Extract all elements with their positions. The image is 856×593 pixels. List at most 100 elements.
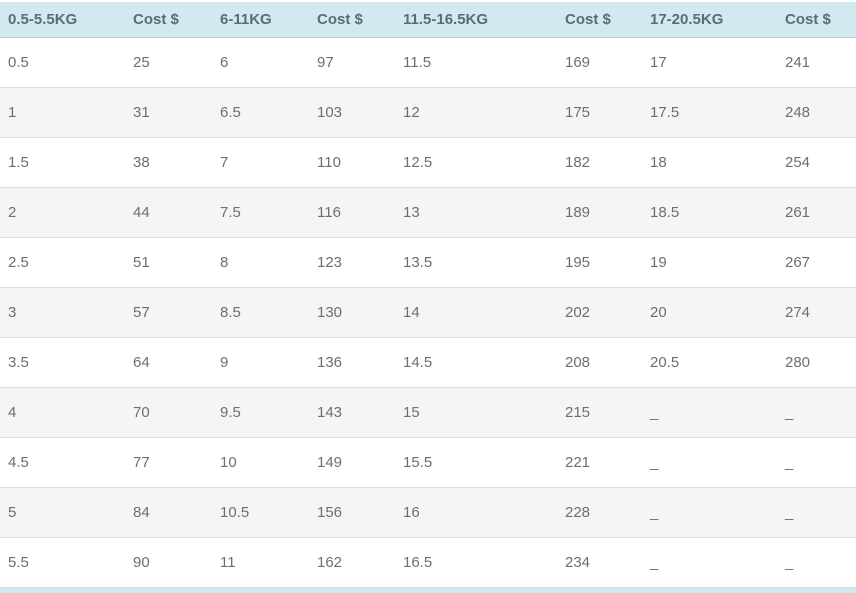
table-cell: 195 xyxy=(557,237,642,288)
table-cell: 110 xyxy=(309,137,395,188)
table-body: 0.5 25 6 97 11.5 169 17 241 1 31 6.5 103 12 175 17.5 24… xyxy=(0,37,856,588)
table-cell: 64 xyxy=(125,337,212,388)
table-cell: _ xyxy=(777,387,856,438)
table-row: 1 31 6.5 103 12 175 17.5 248 xyxy=(0,87,856,138)
table-cell: 234 xyxy=(557,537,642,588)
table-cell: 280 xyxy=(777,337,856,388)
table-cell: 202 xyxy=(557,287,642,338)
table-cell: 4.5 xyxy=(0,437,125,488)
table-cell: 70 xyxy=(125,387,212,438)
table-cell: 208 xyxy=(557,337,642,388)
table-cell: 25 xyxy=(125,37,212,88)
table-cell: 44 xyxy=(125,187,212,238)
table-cell: 31 xyxy=(125,87,212,138)
table-cell: 2 xyxy=(0,187,125,238)
table-cell: 9 xyxy=(212,337,309,388)
column-header: Cost $ xyxy=(557,0,642,38)
table-cell: 13.5 xyxy=(395,237,557,288)
table-cell: 15 xyxy=(395,387,557,438)
table-cell: _ xyxy=(642,387,777,438)
table-cell: 51 xyxy=(125,237,212,288)
header-row: 0.5-5.5KG Cost $6-11KG Cost $11.5-16.5KG Co… xyxy=(0,0,856,38)
table-row: 4.5 77 10 149 15.5 221 _ _ xyxy=(0,437,856,488)
table-cell: 77 xyxy=(125,437,212,488)
table-row: 4 70 9.5 143 15 215 _ _ xyxy=(0,387,856,438)
table-cell: 10.5 xyxy=(212,487,309,538)
table-header: 0.5-5.5KG Cost $6-11KG Cost $11.5-16.5KG Co… xyxy=(0,0,856,38)
table-cell: 228 xyxy=(557,487,642,538)
table-cell: 261 xyxy=(777,187,856,238)
table-cell: 254 xyxy=(777,137,856,188)
table-cell: 12.5 xyxy=(395,137,557,188)
table-cell: 57 xyxy=(125,287,212,338)
column-header: Cost $ xyxy=(309,0,395,38)
table-cell: 4 xyxy=(0,387,125,438)
table-cell: 103 xyxy=(309,87,395,138)
table-cell: 8.5 xyxy=(212,287,309,338)
table-cell: 8 xyxy=(212,237,309,288)
table-cell: 156 xyxy=(309,487,395,538)
column-header: 17-20.5KG xyxy=(642,0,777,38)
table-cell: 20 xyxy=(642,287,777,338)
table-cell: 38 xyxy=(125,137,212,188)
table-cell: 17 xyxy=(642,37,777,88)
table-cell: 19 xyxy=(642,237,777,288)
table-cell: 248 xyxy=(777,87,856,138)
table-cell: 175 xyxy=(557,87,642,138)
table-cell: 13 xyxy=(395,187,557,238)
table-row: 5.5 90 11 162 16.5 234 _ _ xyxy=(0,537,856,588)
table-cell: 2.5 xyxy=(0,237,125,288)
table-cell: 97 xyxy=(309,37,395,88)
table-cell: 90 xyxy=(125,537,212,588)
table-cell: _ xyxy=(777,487,856,538)
table-cell: 5.5 xyxy=(0,537,125,588)
column-header: 6-11KG xyxy=(212,0,309,38)
table-cell: 16.5 xyxy=(395,537,557,588)
table-cell: 162 xyxy=(309,537,395,588)
table-cell: 20.5 xyxy=(642,337,777,388)
table-row: 1.5 38 7 110 12.5 182 18 254 xyxy=(0,137,856,188)
table-row: 2.5 51 8 123 13.5 195 19 267 xyxy=(0,237,856,288)
table-cell: 14.5 xyxy=(395,337,557,388)
table-cell: 17.5 xyxy=(642,87,777,138)
table-cell: 215 xyxy=(557,387,642,438)
table-cell: 130 xyxy=(309,287,395,338)
table-cell: 169 xyxy=(557,37,642,88)
table-cell: 189 xyxy=(557,187,642,238)
table-cell: 18 xyxy=(642,137,777,188)
table-cell: 0.5 xyxy=(0,37,125,88)
table-cell: 9.5 xyxy=(212,387,309,438)
table-cell: 149 xyxy=(309,437,395,488)
table-cell: 116 xyxy=(309,187,395,238)
table-cell: 274 xyxy=(777,287,856,338)
table-cell: _ xyxy=(642,437,777,488)
table-cell: 1 xyxy=(0,87,125,138)
column-header: 0.5-5.5KG xyxy=(0,0,125,38)
table-cell: 182 xyxy=(557,137,642,188)
table-cell: 7.5 xyxy=(212,187,309,238)
table-cell: 18.5 xyxy=(642,187,777,238)
table-row: 3 57 8.5 130 14 202 20 274 xyxy=(0,287,856,338)
table-row: 2 44 7.5 116 13 189 18.5 261 xyxy=(0,187,856,238)
table-cell: 10 xyxy=(212,437,309,488)
table-cell: 143 xyxy=(309,387,395,438)
table-row: 5 84 10.5 156 16 228 _ _ xyxy=(0,487,856,538)
next-table-header-edge xyxy=(0,588,856,593)
table-row: 0.5 25 6 97 11.5 169 17 241 xyxy=(0,37,856,88)
table-cell: 11.5 xyxy=(395,37,557,88)
table-cell: 1.5 xyxy=(0,137,125,188)
table-row: 3.5 64 9 136 14.5 208 20.5 280 xyxy=(0,337,856,388)
column-header: Cost $ xyxy=(125,0,212,38)
table-cell: 12 xyxy=(395,87,557,138)
table-cell: 267 xyxy=(777,237,856,288)
table-cell: 16 xyxy=(395,487,557,538)
table-cell: _ xyxy=(777,537,856,588)
table-cell: 221 xyxy=(557,437,642,488)
table-cell: _ xyxy=(642,487,777,538)
table-cell: 7 xyxy=(212,137,309,188)
table-cell: 6.5 xyxy=(212,87,309,138)
table-cell: 15.5 xyxy=(395,437,557,488)
column-header: 11.5-16.5KG xyxy=(395,0,557,38)
table-cell: 11 xyxy=(212,537,309,588)
